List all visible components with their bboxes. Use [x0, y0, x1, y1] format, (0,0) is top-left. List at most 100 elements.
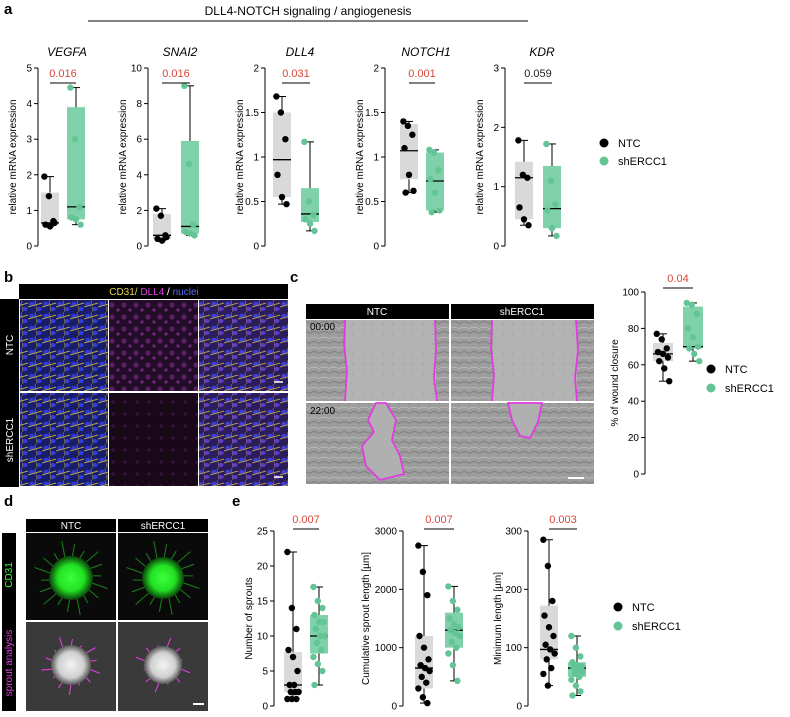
legend-panel-e: NTC shERCC1 [613, 602, 681, 633]
data-point [579, 668, 586, 676]
data-point [284, 548, 291, 556]
panel-a-header: DLL4-NOTCH signaling / angiogenesis [205, 4, 412, 18]
data-point [71, 136, 79, 143]
y-tick-label: 20 [257, 562, 269, 573]
box-ntc [400, 124, 418, 180]
data-point [666, 377, 673, 385]
panel-c-col-sh: shERCC1 [500, 307, 545, 318]
y-axis-label: relative mRNA expression [8, 99, 19, 214]
data-point [288, 604, 296, 612]
data-point [293, 695, 300, 703]
data-point [314, 660, 322, 668]
y-axis-label: Number of sprouts [244, 577, 255, 659]
y-tick-label: 3 [26, 135, 32, 146]
data-point [415, 685, 422, 692]
data-point [436, 207, 443, 214]
data-point [689, 334, 697, 341]
y-axis-label: relative mRNA expression [355, 99, 366, 214]
y-tick-label: 10 [257, 632, 269, 643]
data-point [318, 646, 325, 654]
y-tick-label: 10 [131, 64, 143, 75]
box-shercc1 [67, 107, 85, 220]
y-tick-label: 2 [136, 206, 142, 217]
stain-nuclei: nuclei [173, 287, 199, 298]
chart-number-of-sprouts: 0 5 10 15 20 25 Number of sprouts 0.007 [244, 514, 328, 713]
p-value: 0.016 [162, 68, 190, 80]
panel-c-header-ntc [306, 304, 449, 319]
y-tick-label: 1.5 [245, 108, 259, 119]
data-point [428, 208, 435, 216]
p-value: 0.059 [524, 68, 552, 80]
legend-sh-label: shERCC1 [618, 156, 667, 168]
data-point [286, 681, 293, 689]
data-point [654, 348, 662, 356]
data-point [320, 618, 327, 626]
data-point [541, 612, 548, 619]
data-point [524, 174, 531, 181]
y-tick-label: 0 [262, 702, 268, 713]
data-point [516, 204, 523, 211]
data-point [305, 198, 313, 205]
y-tick-label: 0 [373, 242, 379, 253]
data-point [423, 679, 430, 686]
y-tick-label: 0.5 [245, 197, 259, 208]
y-tick-label: 0 [253, 242, 259, 253]
data-point [542, 641, 549, 648]
data-point [41, 173, 48, 180]
y-tick-label: 0 [633, 470, 639, 481]
wound-area-outline [506, 402, 544, 440]
box-ntc [515, 161, 533, 220]
y-tick-label: 0 [391, 702, 397, 713]
data-point [409, 131, 416, 138]
data-point [577, 688, 584, 695]
data-point [311, 227, 318, 235]
chart-vegfa: 0 1 2 3 4 5 relative mRNA expression VEGFA 0.016 [8, 45, 87, 253]
data-point [314, 597, 322, 605]
data-point [77, 221, 84, 228]
chart-snai2: 0 2 4 6 8 10 relative mRNA expression SNAI2 0.01… [118, 45, 199, 253]
y-tick-label: 200 [505, 585, 522, 596]
data-point [425, 656, 432, 663]
data-point [544, 207, 551, 214]
data-point [278, 193, 286, 201]
data-point [572, 644, 580, 651]
panel-c-images: NTC shERCC1 00:00 22:00 [306, 304, 594, 484]
p-value: 0.007 [425, 514, 453, 526]
data-point [316, 632, 324, 640]
box-ntc [41, 192, 59, 225]
data-point [572, 682, 580, 689]
time-label-22h: 22:00 [310, 406, 335, 417]
spheroid-gray [144, 646, 182, 684]
y-tick-label: 1.5 [365, 108, 379, 119]
data-point [289, 653, 297, 661]
data-point [404, 122, 412, 130]
data-point [274, 171, 281, 178]
data-point [519, 171, 527, 178]
y-tick-label: 2 [373, 64, 379, 75]
data-point [311, 681, 318, 689]
chart-title: NOTCH1 [401, 45, 450, 59]
y-tick-label: 0 [136, 242, 142, 253]
y-tick-label: 3000 [375, 527, 398, 538]
data-point [401, 144, 408, 152]
data-point [569, 692, 576, 699]
y-tick-label: 25 [257, 527, 269, 538]
y-tick-label: 80 [628, 324, 640, 335]
data-point [288, 695, 296, 703]
y-axis-label: Minimum length [µm] [493, 572, 504, 665]
data-point [415, 542, 422, 549]
y-tick-label: 4 [26, 99, 32, 110]
data-point [313, 639, 320, 647]
data-point [287, 688, 294, 696]
spheroid-green [49, 556, 93, 600]
data-point [549, 597, 556, 605]
p-value: 0.031 [282, 68, 310, 80]
panel-d-header-ntc [26, 519, 116, 532]
if-ntc-merge [199, 300, 288, 391]
data-point [449, 661, 457, 669]
y-tick-label: 100 [622, 288, 639, 299]
data-point [306, 220, 314, 227]
data-point [46, 223, 54, 230]
data-point [321, 632, 328, 640]
